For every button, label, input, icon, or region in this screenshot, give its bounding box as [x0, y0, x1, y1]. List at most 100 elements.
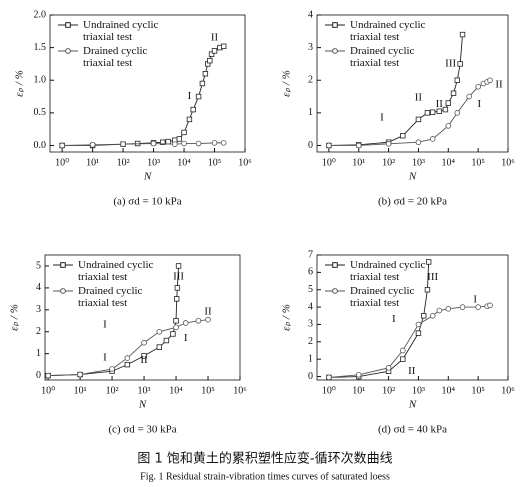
x-axis-label: N [408, 171, 417, 183]
y-tick-label: 1 [308, 107, 313, 118]
y-tick-label: 5 [308, 284, 313, 295]
y-tick-label: 1 [36, 348, 41, 359]
marker-square [436, 108, 443, 114]
y-tick-label: 0 [308, 140, 313, 151]
marker-circle [124, 355, 131, 361]
subplot-caption: (a) σd = 10 kPa [113, 196, 181, 208]
stage-annotation: I [184, 332, 188, 344]
marker-square [199, 80, 206, 87]
x-tick-label: 10⁵ [208, 157, 222, 168]
legend-marker [60, 288, 66, 294]
stage-annotation: II [408, 365, 416, 377]
y-tick-label: 3 [308, 319, 313, 330]
y-tick-label: 0 [308, 371, 313, 382]
marker-circle [355, 142, 362, 149]
marker-square [424, 287, 431, 293]
y-tick-label: 2 [36, 326, 41, 337]
series-line [328, 261, 430, 378]
marker-square [415, 330, 422, 336]
marker-square [190, 106, 196, 113]
x-tick-label: 10² [117, 157, 130, 168]
marker-circle [415, 139, 422, 146]
marker-square [175, 263, 182, 269]
y-tick-label: 3 [308, 42, 313, 53]
legend-label: Undrained cyclic triaxial test [350, 259, 426, 283]
legend-marker [60, 262, 66, 268]
marker-circle [487, 302, 493, 309]
stage-annotation: III [173, 270, 184, 282]
marker-square [211, 48, 218, 54]
legend-label: Drained cyclic triaxial test [350, 45, 415, 69]
marker-square [165, 138, 171, 145]
x-tick-label: 10³ [138, 385, 151, 396]
y-tick-label: 2.0 [34, 9, 47, 20]
subplot-caption: (c) σd = 30 kPa [108, 424, 176, 436]
marker-square [220, 43, 227, 50]
marker-square [454, 77, 460, 83]
x-tick-label: 10³ [412, 385, 425, 396]
stage-annotation: III [445, 57, 456, 69]
stage-annotation: II [211, 31, 219, 43]
marker-circle [195, 140, 202, 147]
marker-square [181, 129, 187, 136]
marker-circle [459, 304, 466, 310]
figure-caption-en: Fig. 1 Residual strain-vibration times c… [140, 471, 390, 482]
legend-marker [65, 22, 71, 28]
x-tick-label: 10⁴ [442, 157, 456, 168]
legend-label: Undrained cyclic triaxial test [350, 19, 426, 43]
y-tick-label: 0.0 [34, 140, 47, 151]
marker-circle [77, 371, 83, 378]
plot-frame [316, 14, 509, 153]
x-tick-label: 10¹ [86, 157, 99, 168]
marker-circle [211, 140, 218, 146]
stage-annotation: II [495, 79, 503, 91]
x-tick-label: 10³ [412, 157, 425, 168]
marker-circle [120, 141, 126, 147]
marker-square [445, 100, 451, 106]
marker-circle [385, 141, 392, 147]
legend-label: Drained cyclic triaxial test [83, 45, 148, 69]
marker-square [173, 318, 179, 324]
marker-circle [326, 142, 332, 149]
stage-annotation: I [103, 352, 107, 364]
y-axis-label: εₚ / % [9, 304, 21, 331]
stage-annotation: I [392, 313, 396, 325]
figure-caption-zh: 图 1 饱和黄土的累积塑性应变-循环次数曲线 [137, 451, 392, 467]
x-tick-label: 10¹ [352, 385, 365, 396]
x-tick-label: 10⁶ [233, 385, 247, 396]
subplot-caption: (d) σd = 40 kPa [378, 424, 447, 436]
legend-label: Undrained cyclic triaxial test [83, 19, 159, 43]
legend-marker [65, 48, 71, 54]
marker-square [400, 132, 406, 139]
marker-circle [445, 306, 452, 312]
y-tick-label: 1 [308, 353, 313, 364]
marker-circle [89, 142, 96, 148]
y-tick-label: 4 [36, 282, 41, 293]
marker-circle [445, 123, 452, 129]
marker-square [420, 313, 427, 319]
legend-label: Drained cyclic triaxial test [350, 285, 415, 309]
x-axis-label: N [143, 171, 152, 183]
x-tick-label: 10⁵ [471, 385, 485, 396]
x-tick-label: 10⁰ [41, 385, 55, 396]
marker-circle [385, 365, 392, 371]
x-tick-label: 10⁵ [471, 157, 485, 168]
x-tick-label: 10⁴ [169, 385, 183, 396]
y-axis-label: εₚ / % [281, 70, 293, 97]
y-tick-label: 4 [308, 9, 313, 20]
marker-circle [205, 316, 211, 323]
x-tick-label: 10¹ [352, 157, 365, 168]
marker-square [170, 331, 176, 337]
marker-circle [326, 374, 332, 381]
marker-circle [172, 141, 178, 147]
marker-square [202, 71, 209, 77]
y-tick-label: 1.0 [34, 75, 47, 86]
marker-square [415, 116, 422, 123]
plot-frame [44, 254, 241, 381]
x-axis-label: N [408, 399, 417, 411]
marker-circle [400, 347, 406, 354]
x-tick-label: 10² [106, 385, 119, 396]
y-tick-label: 4 [308, 301, 313, 312]
marker-circle [475, 304, 481, 310]
